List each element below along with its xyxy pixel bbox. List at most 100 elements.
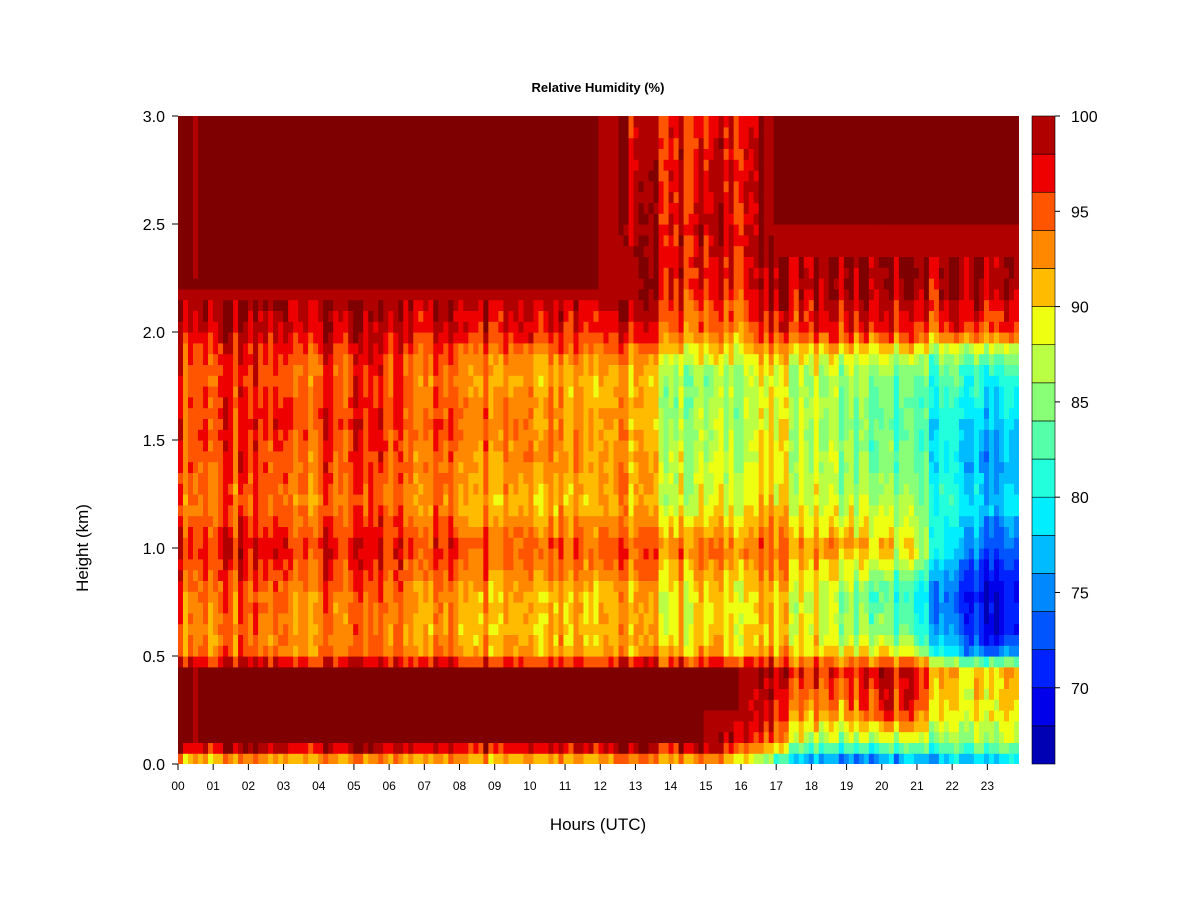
heatmap-cell — [428, 386, 434, 398]
heatmap-cell — [383, 580, 389, 592]
heatmap-cell — [318, 180, 324, 193]
heatmap-cell — [368, 645, 374, 657]
heatmap-cell — [233, 386, 239, 398]
heatmap-cell — [388, 159, 394, 171]
heatmap-cell — [503, 634, 509, 646]
heatmap-cell — [343, 245, 349, 257]
heatmap-cell — [573, 364, 580, 376]
heatmap-cell — [383, 159, 389, 171]
heatmap-cell — [223, 159, 229, 171]
heatmap-cell — [443, 537, 449, 549]
heatmap-cell — [483, 515, 489, 527]
heatmap-cell — [533, 278, 540, 290]
heatmap-cell — [223, 299, 229, 311]
heatmap-cell — [573, 159, 580, 171]
heatmap-cell — [388, 504, 394, 517]
heatmap-cell — [368, 612, 374, 625]
heatmap-cell — [178, 299, 184, 311]
heatmap-cell — [423, 418, 429, 430]
heatmap-cell — [213, 720, 219, 733]
heatmap-cell — [443, 623, 449, 635]
heatmap-cell — [398, 666, 404, 679]
heatmap-cell — [318, 170, 324, 182]
heatmap-cell — [358, 688, 364, 700]
heatmap-cell — [553, 720, 560, 733]
heatmap-cell — [568, 407, 575, 419]
heatmap-cell — [458, 180, 464, 193]
heatmap-cell — [213, 170, 219, 182]
heatmap-cell — [268, 213, 274, 225]
heatmap-cell — [383, 137, 389, 149]
heatmap-cell — [383, 353, 389, 365]
heatmap-cell — [183, 602, 189, 614]
heatmap-cell — [553, 137, 560, 149]
heatmap-cell — [253, 645, 259, 657]
heatmap-cell — [428, 634, 434, 646]
heatmap-cell — [273, 472, 279, 484]
heatmap-cell — [593, 710, 600, 722]
heatmap-cell — [383, 191, 389, 203]
heatmap-cell — [288, 569, 294, 581]
heatmap-cell — [228, 623, 234, 635]
heatmap-cell — [218, 569, 224, 581]
heatmap-cell — [228, 332, 234, 344]
heatmap-cell — [348, 515, 354, 527]
heatmap-cell — [218, 699, 224, 711]
heatmap-cell — [363, 591, 369, 603]
heatmap-cell — [323, 612, 329, 625]
heatmap-cell — [488, 494, 494, 506]
heatmap-cell — [218, 407, 224, 419]
heatmap-cell — [183, 148, 189, 160]
heatmap-cell — [198, 526, 204, 538]
heatmap-cell — [558, 580, 565, 592]
heatmap-cell — [433, 364, 439, 376]
heatmap-cell — [453, 515, 459, 527]
heatmap-cell — [363, 504, 369, 517]
heatmap-cell — [233, 612, 239, 625]
heatmap-cell — [388, 137, 394, 149]
heatmap-cell — [358, 299, 364, 311]
heatmap-cell — [288, 623, 294, 635]
heatmap-cell — [578, 126, 585, 139]
heatmap-cell — [323, 364, 329, 376]
heatmap-cell — [178, 731, 184, 743]
heatmap-cell — [383, 116, 389, 128]
heatmap-cell — [498, 256, 504, 268]
heatmap-cell — [568, 332, 575, 344]
heatmap-cell — [333, 429, 339, 441]
heatmap-cell — [543, 526, 550, 538]
heatmap-cell — [178, 688, 184, 700]
heatmap-cell — [498, 116, 504, 128]
heatmap-cell — [348, 710, 354, 722]
heatmap-cell — [303, 342, 309, 355]
heatmap-cell — [488, 278, 494, 290]
heatmap-cell — [223, 483, 229, 495]
heatmap-cell — [243, 245, 249, 257]
heatmap-cell — [378, 234, 384, 247]
heatmap-cell — [393, 224, 399, 236]
heatmap-cell — [363, 526, 369, 538]
heatmap-cell — [528, 299, 535, 311]
heatmap-cell — [553, 126, 560, 139]
heatmap-cell — [223, 191, 229, 203]
heatmap-cell — [473, 602, 479, 614]
heatmap-cell — [283, 256, 289, 268]
heatmap-cell — [293, 494, 299, 506]
heatmap-cell — [338, 375, 344, 387]
heatmap-cell — [558, 548, 565, 560]
heatmap-cell — [588, 342, 595, 355]
heatmap-cell — [358, 666, 364, 679]
heatmap-cell — [468, 429, 474, 441]
heatmap-cell — [403, 504, 409, 517]
heatmap-cell — [453, 450, 459, 463]
heatmap-cell — [438, 558, 444, 571]
heatmap-cell — [218, 710, 224, 722]
heatmap-cell — [233, 267, 239, 279]
heatmap-cell — [468, 569, 474, 581]
heatmap-cell — [323, 623, 329, 635]
heatmap-cell — [493, 753, 499, 764]
heatmap-cell — [498, 299, 504, 311]
heatmap-cell — [478, 666, 484, 679]
heatmap-cell — [593, 645, 600, 657]
heatmap-cell — [263, 375, 269, 387]
